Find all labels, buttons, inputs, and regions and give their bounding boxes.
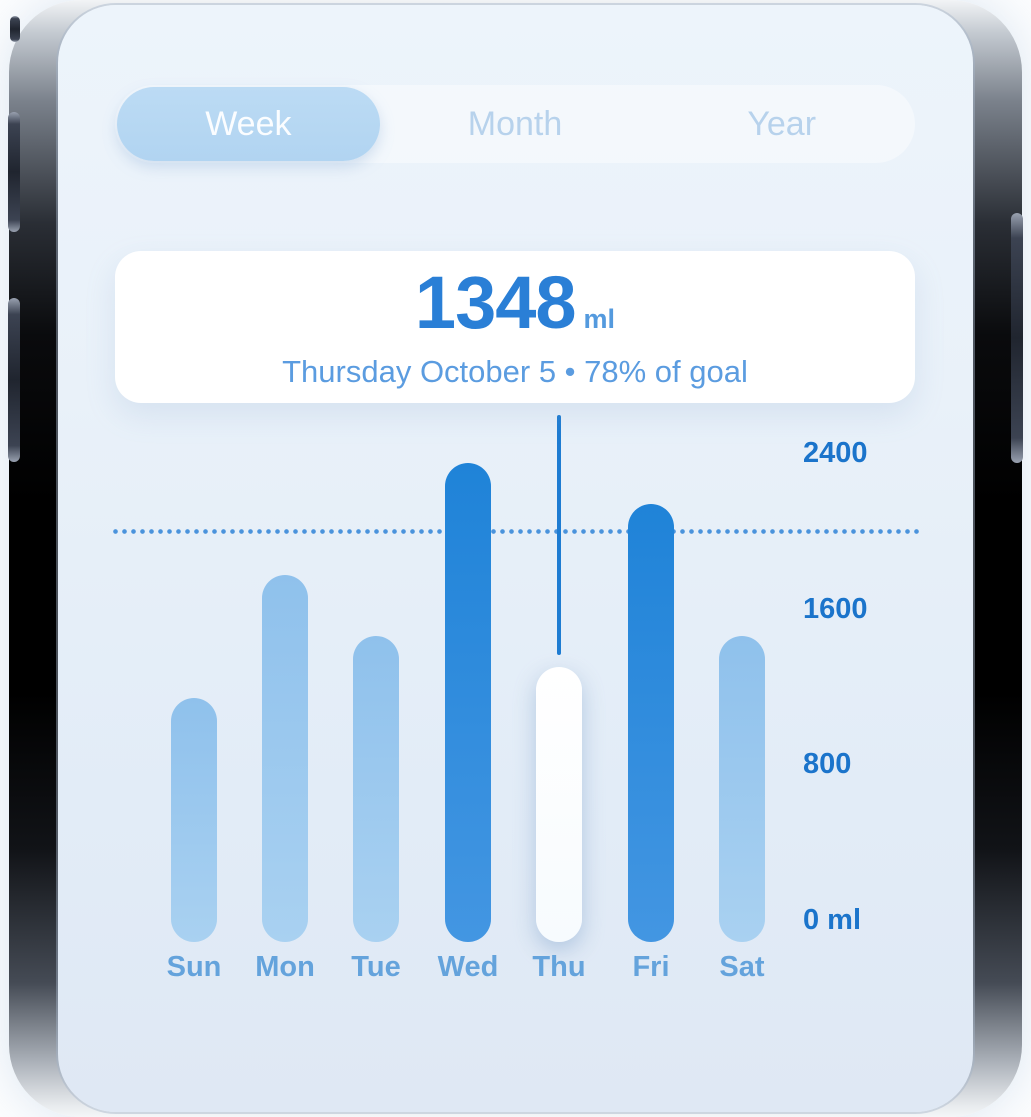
y-axis-tick-1600: 1600 (803, 592, 868, 625)
day-label-thu: Thu (532, 951, 586, 983)
hydration-bar-chart: Sun Mon Tue Wed Thu Fri Sat 2400 1600 800 0 ml (58, 5, 973, 1112)
card-subtitle: Thursday October 5 • 78% of goal (282, 354, 748, 389)
selected-day-card: 1348 ml Thursday October 5 • 78% of goal (115, 251, 915, 403)
day-label-sun: Sun (166, 951, 222, 983)
app-screen: Week Month Year Sun Mon Tue Wed Thu Fri Sat 2400 1… (58, 5, 973, 1112)
day-label-tue: Tue (351, 951, 401, 983)
volume-up-button (8, 112, 20, 232)
day-label-fri: Fri (632, 951, 670, 983)
bar-thu[interactable] (536, 667, 582, 942)
action-button (10, 16, 20, 42)
bar-mon[interactable] (262, 575, 308, 942)
bar-sat[interactable] (719, 636, 765, 942)
intake-unit: ml (583, 304, 616, 334)
tab-year[interactable]: Year (747, 104, 817, 143)
y-axis-tick-2400: 2400 (803, 437, 868, 469)
bar-wed[interactable] (445, 463, 491, 942)
bar-sun[interactable] (171, 698, 217, 942)
bar-tue[interactable] (353, 636, 399, 942)
goal-dotted-line (113, 528, 919, 534)
day-label-wed: Wed (437, 951, 499, 983)
segmented-control: Week Month Year (115, 85, 915, 163)
selected-day-indicator-line (557, 415, 561, 655)
tab-month[interactable]: Month (467, 104, 563, 143)
intake-value: 1348 (414, 261, 577, 344)
day-label-mon: Mon (255, 951, 315, 983)
card-value-row: 1348 ml (415, 266, 615, 340)
bar-fri[interactable] (628, 504, 674, 942)
volume-down-button (8, 298, 20, 462)
power-button (1011, 213, 1023, 463)
y-axis-tick-800: 800 (803, 748, 852, 781)
tab-week[interactable]: Week (117, 87, 380, 161)
day-label-sat: Sat (719, 951, 765, 983)
y-axis-tick-0: 0 ml (803, 904, 862, 936)
